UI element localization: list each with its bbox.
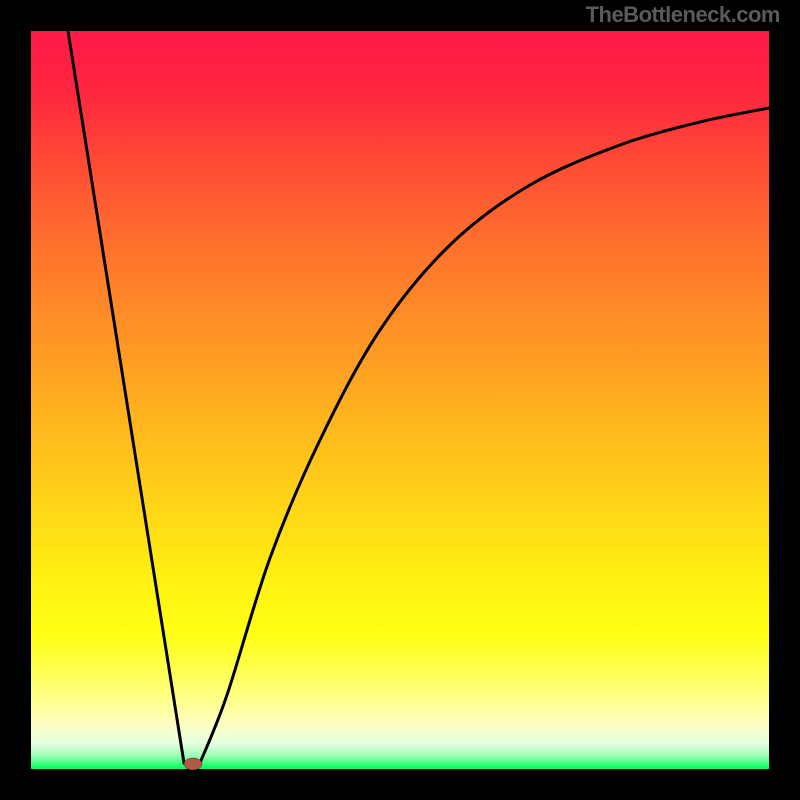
min-marker bbox=[184, 758, 202, 770]
chart-canvas: { "watermark": { "text": "TheBottleneck.… bbox=[0, 0, 800, 800]
bottleneck-chart bbox=[0, 0, 800, 800]
plot-background bbox=[31, 31, 769, 769]
watermark-text: TheBottleneck.com bbox=[586, 2, 780, 28]
